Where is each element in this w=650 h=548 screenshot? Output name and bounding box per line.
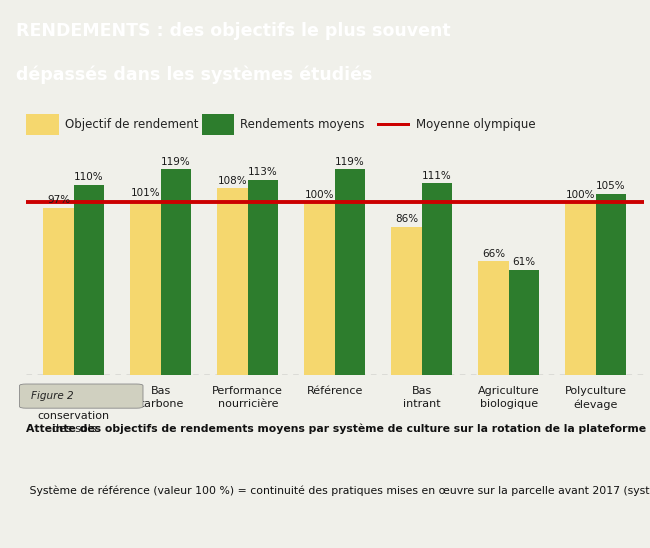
- Text: Atteinte des objectifs de rendements moyens par système de culture sur la rotati: Atteinte des objectifs de rendements moy…: [26, 424, 650, 434]
- Text: 105%: 105%: [596, 181, 626, 191]
- Text: 61%: 61%: [512, 257, 536, 267]
- Text: 86%: 86%: [395, 214, 418, 224]
- Text: 108%: 108%: [218, 176, 248, 186]
- Text: 110%: 110%: [74, 173, 104, 182]
- Text: 100%: 100%: [566, 190, 595, 199]
- Text: 113%: 113%: [248, 167, 278, 177]
- Bar: [509, 270, 539, 375]
- Bar: [131, 201, 161, 375]
- Bar: [26, 115, 58, 135]
- Text: 119%: 119%: [335, 157, 365, 167]
- Bar: [422, 183, 452, 375]
- Bar: [391, 226, 422, 375]
- Bar: [217, 189, 248, 375]
- Text: 101%: 101%: [131, 188, 161, 198]
- Bar: [74, 185, 104, 375]
- Text: 97%: 97%: [47, 195, 70, 205]
- Text: Rendements moyens: Rendements moyens: [240, 118, 365, 131]
- Bar: [595, 193, 626, 375]
- Text: dépassés dans les systèmes étudiés: dépassés dans les systèmes étudiés: [16, 66, 372, 84]
- Bar: [377, 123, 410, 126]
- Text: 66%: 66%: [482, 249, 505, 259]
- Text: RENDEMENTS : des objectifs le plus souvent: RENDEMENTS : des objectifs le plus souve…: [16, 22, 451, 40]
- Bar: [566, 202, 595, 375]
- Text: 119%: 119%: [161, 157, 191, 167]
- Bar: [44, 208, 74, 375]
- FancyBboxPatch shape: [20, 384, 143, 408]
- Text: Système de référence (valeur 100 %) = continuité des pratiques mises en œuvre su: Système de référence (valeur 100 %) = co…: [26, 486, 650, 496]
- Bar: [335, 169, 365, 375]
- Text: 111%: 111%: [422, 170, 452, 181]
- Text: Moyenne olympique: Moyenne olympique: [416, 118, 536, 131]
- Bar: [161, 169, 191, 375]
- Text: Figure 2: Figure 2: [31, 391, 74, 401]
- Bar: [304, 202, 335, 375]
- Text: 100%: 100%: [305, 190, 334, 199]
- Bar: [478, 261, 509, 375]
- Bar: [202, 115, 234, 135]
- Bar: [248, 180, 278, 375]
- Text: Objectif de rendement: Objectif de rendement: [65, 118, 198, 131]
